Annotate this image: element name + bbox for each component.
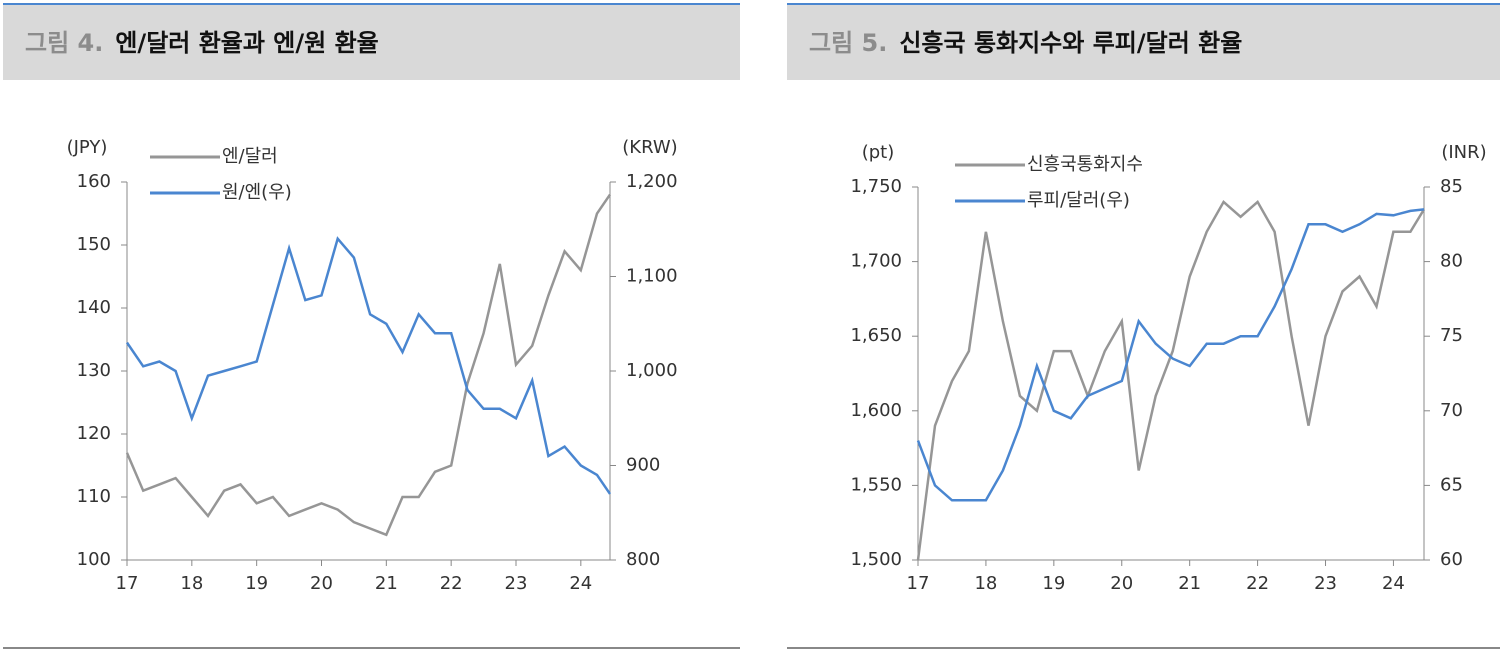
chart-header: 그림 5. 신흥국 통화지수와 루피/달러 환율 xyxy=(809,29,1242,57)
y-tick-label: 130 xyxy=(77,360,111,381)
figure-label: 그림 5. xyxy=(809,29,887,57)
legend-label: 신흥국통화지수 xyxy=(1027,154,1143,175)
y-tick-label: 120 xyxy=(77,423,111,444)
y2-tick-label: 1,100 xyxy=(626,266,678,287)
y-tick-label: 100 xyxy=(77,549,111,570)
line-series xyxy=(916,199,1426,561)
x-tick-label: 21 xyxy=(375,573,398,594)
x-tick-label: 19 xyxy=(1042,573,1065,594)
x-tick-label: 24 xyxy=(569,573,592,594)
x-tick-label: 20 xyxy=(1110,573,1133,594)
legend-label: 엔/달러 xyxy=(222,146,278,167)
y2-tick-label: 900 xyxy=(626,455,660,476)
y2-axis-label: (KRW) xyxy=(622,137,677,158)
x-tick-label: 24 xyxy=(1382,573,1405,594)
x-tick-label: 17 xyxy=(907,573,930,594)
y2-tick-label: 75 xyxy=(1440,325,1463,346)
y2-tick-label: 60 xyxy=(1440,549,1463,570)
y-tick-label: 150 xyxy=(77,234,111,255)
y-tick-label: 1,650 xyxy=(850,325,902,346)
line-series xyxy=(125,193,612,537)
line-series xyxy=(125,236,612,495)
y2-axis-label: (INR) xyxy=(1441,142,1486,163)
x-tick-label: 23 xyxy=(505,573,528,594)
y-tick-label: 1,550 xyxy=(850,474,902,495)
legend-label: 루피/달러(우) xyxy=(1027,190,1130,211)
x-tick-label: 21 xyxy=(1178,573,1201,594)
x-tick-label: 23 xyxy=(1314,573,1337,594)
legend-label: 원/엔(우) xyxy=(222,182,292,203)
y-tick-label: 160 xyxy=(77,171,111,192)
x-tick-label: 22 xyxy=(1246,573,1269,594)
chart-header: 그림 4. 엔/달러 환율과 엔/원 환율 xyxy=(25,29,379,57)
y-tick-label: 140 xyxy=(77,297,111,318)
figure-label: 그림 4. xyxy=(25,29,103,57)
y2-tick-label: 65 xyxy=(1440,474,1463,495)
x-tick-label: 18 xyxy=(974,573,997,594)
chart-title: 신흥국 통화지수와 루피/달러 환율 xyxy=(899,29,1242,57)
y2-tick-label: 1,200 xyxy=(626,171,678,192)
y2-tick-label: 800 xyxy=(626,549,660,570)
x-tick-label: 18 xyxy=(180,573,203,594)
y2-tick-label: 80 xyxy=(1440,251,1463,272)
y-tick-label: 1,500 xyxy=(850,549,902,570)
y-axis-label: (JPY) xyxy=(67,137,108,158)
line-series xyxy=(916,208,1425,502)
y-tick-label: 1,700 xyxy=(850,251,902,272)
y-tick-label: 1,750 xyxy=(850,176,902,197)
y-tick-label: 110 xyxy=(77,486,111,507)
x-tick-label: 22 xyxy=(440,573,463,594)
y2-tick-label: 70 xyxy=(1440,400,1463,421)
x-tick-label: 20 xyxy=(310,573,333,594)
header-bg xyxy=(3,4,740,80)
header-bg xyxy=(787,4,1500,80)
y2-tick-label: 1,000 xyxy=(626,360,678,381)
y-axis-label: (pt) xyxy=(862,142,895,163)
y-tick-label: 1,600 xyxy=(850,400,902,421)
x-tick-label: 19 xyxy=(245,573,268,594)
x-tick-label: 17 xyxy=(116,573,139,594)
chart-title: 엔/달러 환율과 엔/원 환율 xyxy=(115,29,378,57)
y2-tick-label: 85 xyxy=(1440,176,1463,197)
